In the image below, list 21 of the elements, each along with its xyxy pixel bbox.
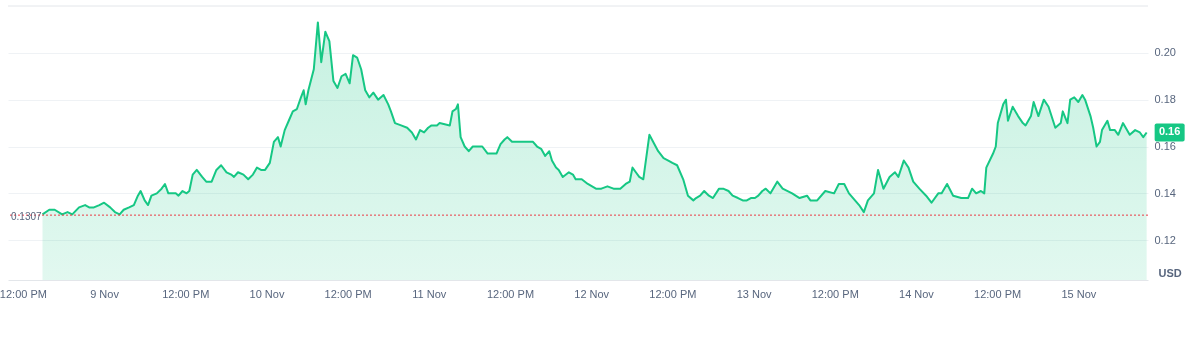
x-tick-label: 9 Nov (90, 287, 120, 300)
y-tick-label: 0.20 (1154, 46, 1176, 59)
x-tick-label: 12:00 PM (0, 287, 47, 300)
x-tick-label: 12:00 PM (162, 287, 210, 300)
y-tick-label: 0.18 (1154, 93, 1176, 106)
y-tick-label: 0.12 (1154, 233, 1176, 246)
x-tick-label: 15 Nov (1061, 287, 1097, 300)
x-tick-label: 12:00 PM (324, 287, 372, 300)
x-tick-label: 14 Nov (899, 287, 935, 300)
x-tick-label: 12:00 PM (811, 287, 859, 300)
x-tick-label: 12:00 PM (649, 287, 697, 300)
x-tick-label: 11 Nov (412, 287, 447, 300)
ref-line-label: 0.1307 (11, 211, 43, 223)
x-tick-label: 12:00 PM (974, 287, 1022, 300)
x-tick-label: 12 Nov (574, 287, 610, 300)
y-axis-title: USD (1158, 266, 1182, 279)
x-tick-label: 13 Nov (736, 287, 772, 300)
x-tick-label: 10 Nov (249, 287, 285, 300)
y-tick-label: 0.14 (1154, 186, 1176, 199)
y-tick-label: 0.16 (1154, 140, 1176, 153)
x-tick-label: 12:00 PM (486, 287, 535, 300)
